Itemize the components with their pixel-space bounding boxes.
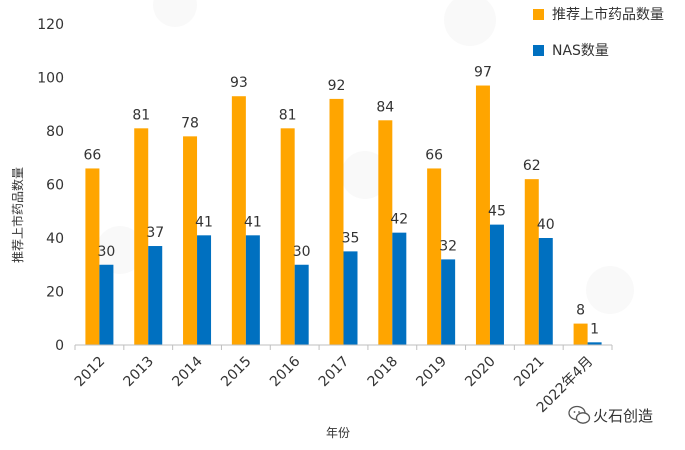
bar-recommended — [378, 120, 393, 345]
x-tick-label: 2019 — [413, 354, 450, 391]
bar-nas — [245, 235, 260, 345]
data-label-nas: 41 — [195, 214, 213, 230]
bar-recommended — [475, 85, 490, 346]
bar-recommended — [183, 136, 198, 345]
x-tick-label: 2017 — [316, 354, 353, 391]
x-tick-label: 2013 — [121, 354, 158, 391]
y-tick-label: 80 — [46, 124, 64, 140]
bar-nas — [441, 259, 456, 345]
y-tick-label: 100 — [37, 71, 64, 87]
legend-label-1: NAS数量 — [552, 43, 609, 59]
data-label-nas: 41 — [244, 214, 262, 230]
bar-recommended — [427, 168, 442, 345]
x-tick-label: 2012 — [72, 354, 109, 391]
data-label-nas: 35 — [342, 230, 360, 246]
data-label-recommended: 93 — [230, 75, 248, 91]
legend: 推荐上市药品数量 NAS数量 — [533, 6, 664, 59]
data-label-nas: 37 — [146, 225, 164, 241]
data-label-recommended: 62 — [523, 158, 541, 174]
x-tick-label: 2021 — [511, 354, 548, 391]
x-axis-label: 年份 — [326, 426, 350, 440]
bar-nas — [489, 224, 504, 345]
brand-name: 火石创造 — [593, 407, 653, 425]
brand-watermark: 火石创造 — [568, 405, 653, 425]
x-tick-label: 2014 — [169, 353, 206, 390]
y-tick-label: 60 — [46, 178, 64, 194]
data-label-recommended: 8 — [576, 303, 585, 319]
plot-area: 66 30 81 37 78 41 93 41 81 30 92 35 84 42 66 32 97 45 62 40… — [83, 65, 602, 346]
bar-recommended — [329, 98, 344, 346]
bar-recommended — [85, 168, 100, 345]
x-tick-label: 2018 — [365, 354, 402, 391]
y-axis-label: 推荐上市药品数量 — [10, 167, 25, 263]
bar-recommended — [573, 323, 588, 345]
data-label-recommended: 66 — [425, 147, 443, 163]
data-label-nas: 30 — [97, 244, 115, 260]
data-label-recommended: 92 — [328, 78, 346, 94]
y-tick-label: 40 — [46, 231, 64, 247]
bar-nas — [392, 232, 407, 345]
data-label-recommended: 84 — [376, 99, 394, 115]
bar-nas — [99, 264, 114, 345]
data-label-recommended: 81 — [279, 107, 297, 123]
x-tick-label: 2016 — [267, 353, 304, 390]
legend-label-0: 推荐上市药品数量 — [552, 6, 664, 23]
legend-swatch-1 — [533, 45, 544, 56]
data-label-nas: 1 — [590, 321, 599, 337]
legend-swatch-0 — [533, 9, 544, 20]
bar-nas — [343, 251, 358, 345]
bar-nas — [294, 264, 309, 345]
watermark-logos — [96, 0, 634, 314]
bar-recommended — [280, 128, 295, 345]
data-label-recommended: 97 — [474, 65, 492, 81]
y-tick-label: 20 — [46, 285, 64, 301]
bar-nas — [538, 238, 553, 345]
bar-recommended — [134, 128, 149, 345]
bar-recommended — [231, 96, 246, 345]
data-label-recommended: 66 — [83, 147, 101, 163]
bar-nas — [148, 246, 163, 345]
bar-nas — [197, 235, 212, 345]
data-label-recommended: 81 — [132, 107, 150, 123]
data-label-nas: 30 — [293, 244, 311, 260]
bar-nas — [587, 342, 602, 345]
x-tick-label: 2020 — [462, 354, 499, 391]
x-tick-label: 2015 — [218, 354, 255, 391]
y-tick-label: 0 — [55, 338, 64, 354]
data-label-nas: 45 — [488, 204, 506, 220]
data-label-nas: 42 — [390, 212, 408, 228]
y-tick-label: 120 — [37, 17, 64, 33]
bar-recommended — [524, 179, 539, 345]
wechat-icon — [568, 405, 591, 424]
data-label-nas: 40 — [537, 217, 555, 233]
data-label-recommended: 78 — [181, 115, 199, 131]
data-label-nas: 32 — [439, 238, 457, 254]
